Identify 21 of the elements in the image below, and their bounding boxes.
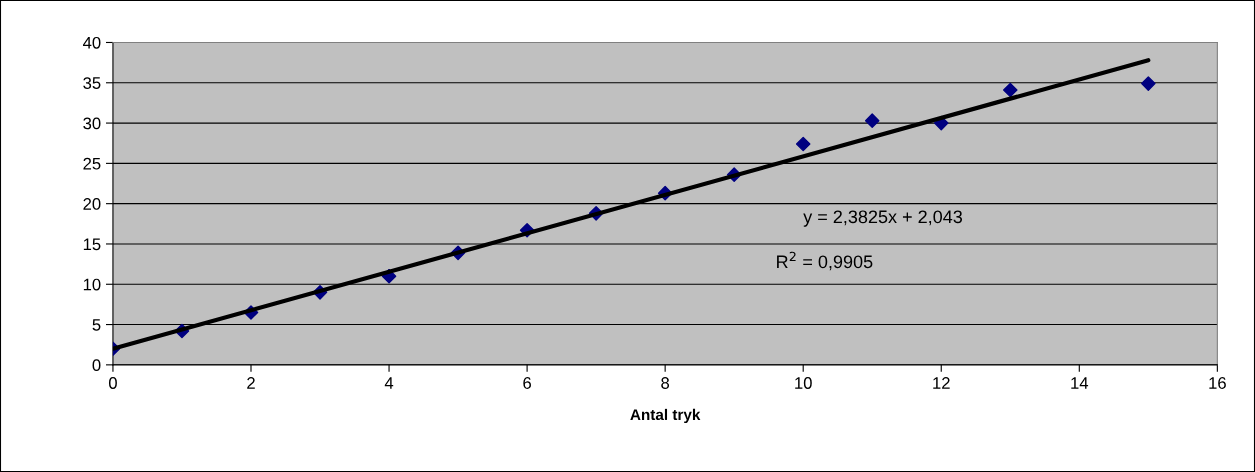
y-tick-label: 40: [82, 36, 101, 49]
y-tick-label: 20: [83, 198, 101, 210]
y-tick-label: 30: [83, 117, 101, 130]
x-tick-label: 6: [523, 377, 531, 389]
y-tick-label: 5: [92, 319, 101, 331]
x-tick-label: 12: [933, 377, 950, 389]
x-tick-label: 0: [108, 377, 117, 389]
x-tick-label: 2: [247, 377, 255, 389]
x-tick-label: 14: [1071, 377, 1089, 389]
x-tick-label: 8: [661, 377, 670, 389]
annotation: R$^{2}$ = 0,9905: [777, 251, 873, 271]
y-tick-label: 25: [83, 157, 101, 170]
annotation: y = 2,3825x + 2,043: [803, 210, 963, 227]
x-axis-title: Antal tryk: [630, 408, 701, 424]
y-tick-label: 0: [92, 359, 101, 372]
y-tick-label: 15: [83, 238, 101, 251]
x-tick-label: 10: [795, 377, 812, 389]
x-tick-label: 16: [1209, 377, 1226, 389]
y-tick-label: 10: [83, 278, 101, 291]
x-tick-label: 4: [384, 377, 394, 389]
y-tick-label: 35: [83, 77, 101, 89]
